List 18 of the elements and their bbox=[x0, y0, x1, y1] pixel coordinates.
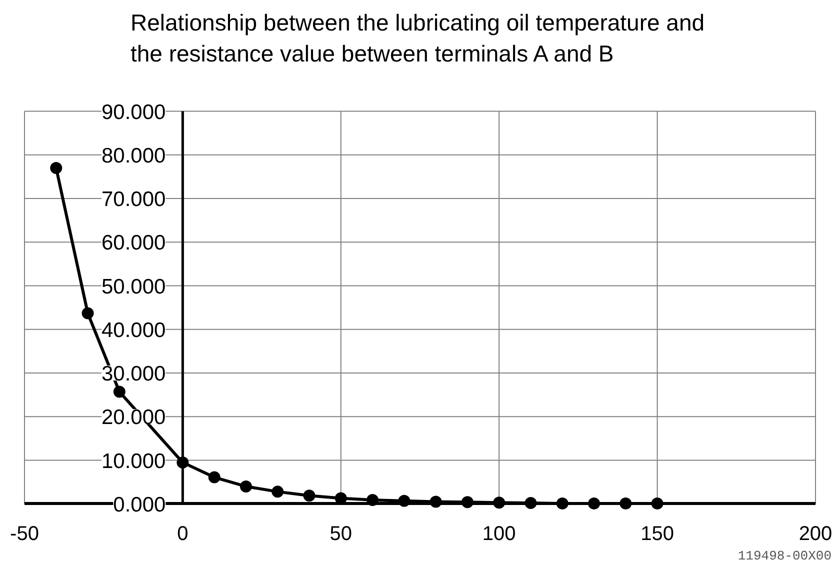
x-tick-label: 100 bbox=[482, 522, 516, 545]
x-tick-label: 200 bbox=[798, 522, 832, 545]
y-tick-label: 40.000 bbox=[101, 318, 166, 342]
x-tick-label: -50 bbox=[10, 522, 39, 545]
y-tick-label: 90.000 bbox=[101, 100, 166, 124]
x-tick-label: 150 bbox=[640, 522, 674, 545]
y-tick-label: 80.000 bbox=[101, 144, 166, 168]
x-tick-label: 0 bbox=[177, 522, 188, 545]
y-tick-label: 30.000 bbox=[101, 362, 166, 386]
y-tick-label: 70.000 bbox=[101, 188, 166, 212]
y-tick-label: 0.000 bbox=[113, 493, 166, 516]
y-tick-label: 60.000 bbox=[101, 232, 166, 255]
text: 119498-00X00 bbox=[738, 548, 832, 564]
chart-title: Relationship between the lubricating oil temperature and the resistance value between terminals A and B bbox=[130, 9, 705, 66]
x-tick-label: 50 bbox=[330, 522, 352, 545]
y-tick-label: 20.000 bbox=[101, 406, 166, 430]
y-tick-label: 10.000 bbox=[101, 450, 166, 473]
y-tick-label: 50.000 bbox=[101, 275, 166, 298]
